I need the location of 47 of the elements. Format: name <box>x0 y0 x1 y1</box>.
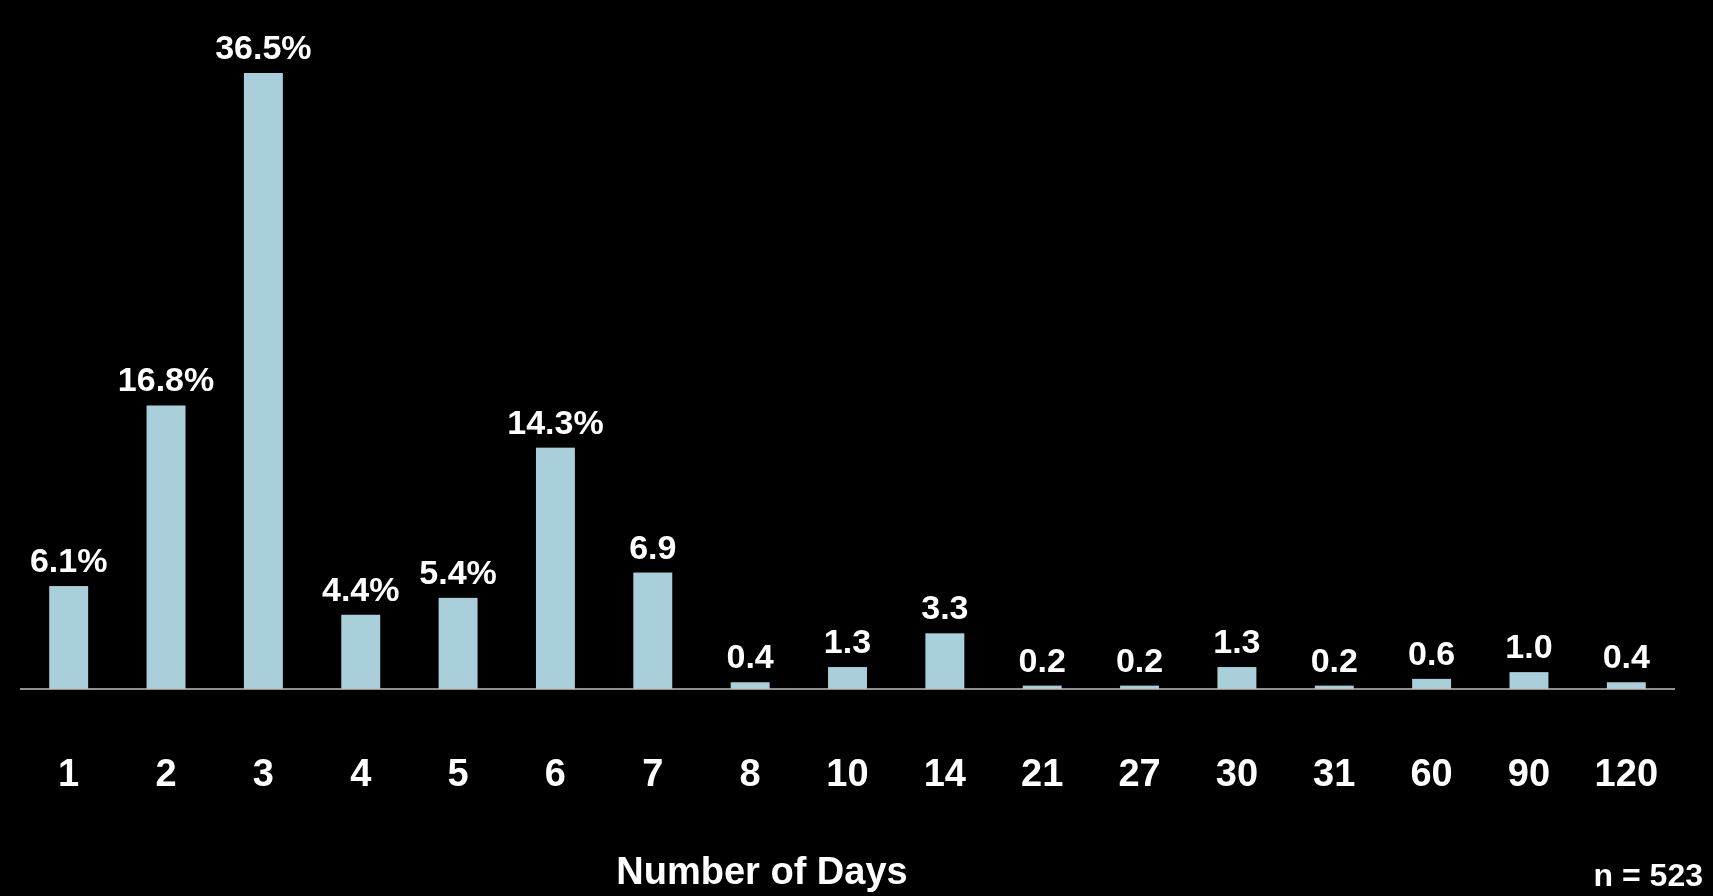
x-tick-label: 7 <box>642 752 664 794</box>
text: n = 523 <box>1593 857 1703 893</box>
bar <box>1217 667 1257 689</box>
bar <box>925 633 965 689</box>
data-label: 3.3 <box>921 588 969 627</box>
bar <box>633 572 673 689</box>
data-label: 4.4% <box>321 569 400 608</box>
x-tick-label: 5 <box>447 752 469 794</box>
x-tick-label: 27 <box>1118 752 1161 794</box>
x-axis-title: Number of Days <box>616 850 908 892</box>
x-tick-label: 2 <box>155 752 177 794</box>
x-tick-label: 1 <box>58 752 80 794</box>
data-label: 0.4 <box>1602 637 1651 676</box>
data-label: 0.2 <box>1310 640 1358 679</box>
bar <box>341 614 381 689</box>
x-tick-label: 30 <box>1215 752 1259 794</box>
data-label: 1.3 <box>823 622 872 661</box>
x-tick-label: 4 <box>350 752 372 794</box>
bar <box>535 447 575 689</box>
x-tick-label: 60 <box>1410 752 1453 794</box>
x-tick-label: 14 <box>923 752 966 794</box>
data-label: 1.0 <box>1505 627 1553 666</box>
x-tick-label: 10 <box>826 752 869 794</box>
x-tick-label: 31 <box>1313 752 1356 794</box>
data-label: 36.5% <box>215 28 312 66</box>
x-tick-label: 8 <box>739 752 761 794</box>
data-label: 5.4% <box>419 552 497 591</box>
x-tick-label: 120 <box>1594 752 1659 794</box>
x-tick-label: 6 <box>544 752 567 794</box>
data-label: 0.6 <box>1407 633 1456 672</box>
data-label: 0.2 <box>1018 640 1066 679</box>
bar <box>828 667 867 689</box>
data-label: 0.2 <box>1115 640 1164 679</box>
data-label: 1.3 <box>1213 622 1261 661</box>
data-label: 0.4 <box>726 637 774 676</box>
bar <box>146 405 186 689</box>
bar <box>438 597 478 689</box>
bar <box>49 586 89 689</box>
x-tick-label: 3 <box>252 752 274 794</box>
bar <box>1509 672 1549 689</box>
data-label: 6.9 <box>629 527 677 566</box>
data-label: 16.8% <box>117 360 215 399</box>
bar <box>243 73 283 689</box>
x-tick-label: 21 <box>1021 752 1064 794</box>
data-label: 6.1% <box>29 541 108 580</box>
x-tick-label: 90 <box>1507 752 1551 794</box>
data-label: 14.3% <box>507 402 604 441</box>
